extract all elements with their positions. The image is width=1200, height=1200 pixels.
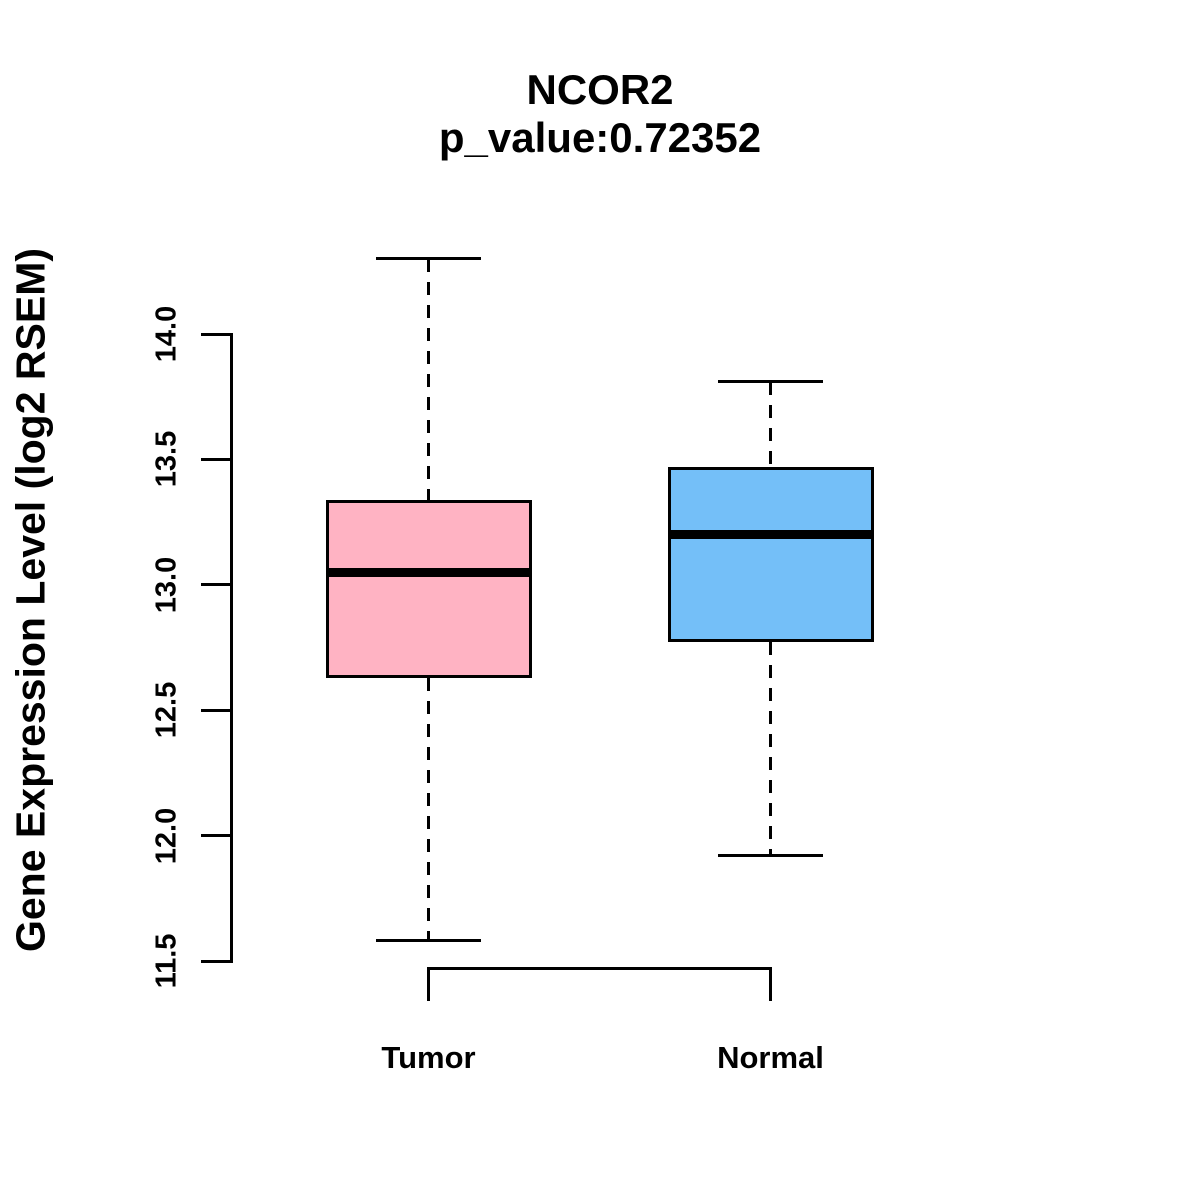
whisker-cap-upper — [718, 380, 823, 384]
iqr-box-tumor — [325, 499, 532, 678]
median-line — [325, 567, 532, 577]
y-tick — [201, 834, 231, 838]
x-axis-line — [427, 966, 772, 970]
whisker-lower — [427, 677, 430, 941]
y-tick-label: 12.0 — [150, 807, 183, 864]
iqr-box-normal — [667, 466, 874, 643]
chart-title: NCOR2 — [526, 66, 674, 113]
x-axis-tick-left — [427, 966, 430, 1001]
median-line — [667, 530, 874, 540]
whisker-upper — [427, 258, 430, 500]
y-tick — [201, 457, 231, 461]
y-tick-label: 12.5 — [150, 681, 183, 739]
whisker-upper — [769, 381, 772, 467]
chart-subtitle-pvalue: p_value:0.72352 — [438, 114, 762, 162]
x-group-label-tumor: Tumor — [381, 1040, 476, 1075]
y-axis-line — [229, 332, 233, 963]
y-tick-label: 13.0 — [150, 556, 183, 614]
whisker-lower — [769, 642, 772, 856]
y-tick-label: 11.5 — [150, 933, 183, 989]
y-tick — [201, 332, 231, 336]
whisker-cap-upper — [376, 257, 481, 261]
y-tick-label: 13.5 — [150, 431, 183, 488]
x-axis-tick-right — [769, 966, 772, 1001]
y-tick — [201, 708, 231, 712]
whisker-cap-lower — [718, 854, 823, 858]
chart-title-block: NCOR2 p_value:0.72352 — [439, 66, 761, 163]
y-tick — [201, 583, 231, 587]
y-axis-title: Gene Expression Level (log2 RSEM) — [7, 247, 54, 953]
whisker-cap-lower — [376, 939, 481, 943]
y-tick-label: 14.0 — [150, 305, 183, 363]
x-group-label-normal: Normal — [717, 1040, 824, 1075]
y-tick — [201, 959, 231, 963]
